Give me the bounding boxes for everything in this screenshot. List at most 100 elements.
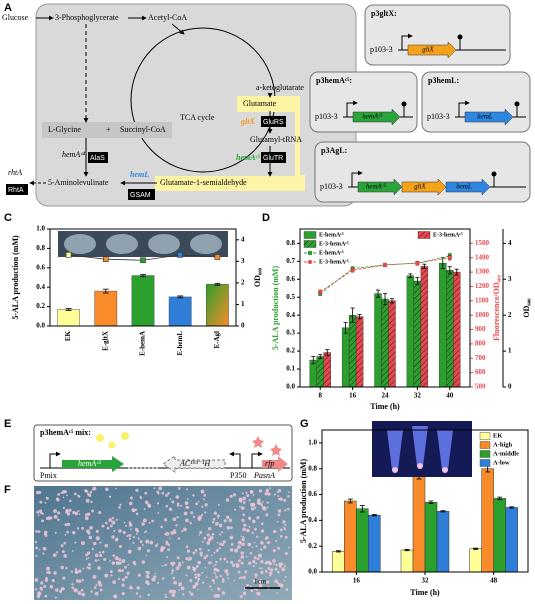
colony <box>173 580 178 585</box>
colony <box>215 575 218 579</box>
colony <box>277 513 281 517</box>
colony <box>276 491 279 494</box>
colony <box>147 582 151 586</box>
colony <box>213 582 215 584</box>
colony <box>248 525 251 528</box>
colony <box>68 508 72 512</box>
colony <box>168 507 173 512</box>
colony <box>156 502 160 505</box>
line-marker <box>140 257 146 264</box>
colony <box>273 529 277 534</box>
colony <box>62 576 66 580</box>
colony <box>154 544 158 548</box>
colony <box>74 511 79 516</box>
gene: hemAᶜ⁵ <box>236 153 261 162</box>
gene: rhtA <box>8 168 22 177</box>
colony <box>44 502 47 504</box>
colony <box>248 499 251 502</box>
colony <box>255 588 259 591</box>
colony <box>216 514 220 518</box>
bar <box>406 275 415 388</box>
enzyme-box <box>6 184 28 195</box>
gene-arrow <box>401 178 447 196</box>
colony <box>86 492 90 496</box>
colony <box>97 559 100 562</box>
colony <box>195 564 199 568</box>
colony <box>168 537 171 540</box>
colony <box>89 490 93 494</box>
colony <box>215 548 219 553</box>
colony <box>141 543 144 546</box>
line-marker <box>103 256 109 262</box>
colony <box>132 535 136 539</box>
plasmid-box <box>314 141 531 203</box>
enzyme: RhtA <box>8 187 24 194</box>
colony <box>53 571 57 575</box>
colony <box>168 589 173 594</box>
colony <box>118 558 122 562</box>
colony <box>153 487 156 490</box>
x-tick-label: 32 <box>422 577 430 585</box>
colony <box>225 515 230 520</box>
colony <box>151 519 154 523</box>
colony <box>138 538 140 540</box>
tick-label: 0 <box>508 383 512 391</box>
decoration <box>108 441 116 449</box>
colony <box>71 586 75 590</box>
bar <box>316 356 324 388</box>
arrow <box>171 23 185 35</box>
colony <box>126 534 129 537</box>
metabolite: 5-Aminolevulinate <box>48 178 109 187</box>
colony <box>60 565 64 570</box>
colony <box>51 578 55 583</box>
colony <box>242 536 245 539</box>
colony <box>66 494 68 497</box>
colony <box>214 563 217 566</box>
bar <box>420 266 429 388</box>
colony <box>277 546 281 550</box>
colony <box>230 560 234 564</box>
colony <box>85 498 90 503</box>
colony <box>189 521 193 525</box>
colony <box>242 496 247 501</box>
colony <box>130 528 132 530</box>
colony <box>226 526 231 530</box>
terminator <box>401 101 407 107</box>
gene-label: gltX <box>422 46 434 54</box>
colony <box>154 572 157 575</box>
line <box>320 257 450 293</box>
colony <box>36 510 40 514</box>
colony <box>122 531 125 534</box>
colony <box>182 593 185 596</box>
colony <box>207 527 212 531</box>
tick-label: 700 <box>475 354 486 362</box>
tick-label: 0.4 <box>308 516 317 524</box>
colony <box>287 546 290 549</box>
bar <box>205 284 229 327</box>
bar <box>439 262 447 388</box>
colony <box>197 579 200 582</box>
bar <box>446 270 454 388</box>
metabolite: Acetyl-CoA <box>148 13 187 22</box>
colony <box>203 536 207 540</box>
colony <box>200 554 203 557</box>
colony <box>111 520 116 525</box>
colony <box>216 593 220 598</box>
tick-label: 2 <box>508 311 512 319</box>
colony <box>275 563 278 566</box>
tick-label: 900 <box>475 325 486 333</box>
colony <box>185 574 188 577</box>
colony <box>136 530 139 533</box>
colony <box>110 574 113 577</box>
colony <box>192 515 196 519</box>
colony <box>84 513 88 516</box>
colony <box>238 498 242 503</box>
colony <box>94 553 99 558</box>
axis-title: OD₆₀₀ <box>253 267 262 287</box>
bar <box>381 298 389 388</box>
colony <box>165 504 169 508</box>
line-marker <box>65 252 72 258</box>
plot-frame <box>49 228 237 327</box>
colony <box>234 508 237 511</box>
tick-label: 0.0 <box>286 383 295 391</box>
